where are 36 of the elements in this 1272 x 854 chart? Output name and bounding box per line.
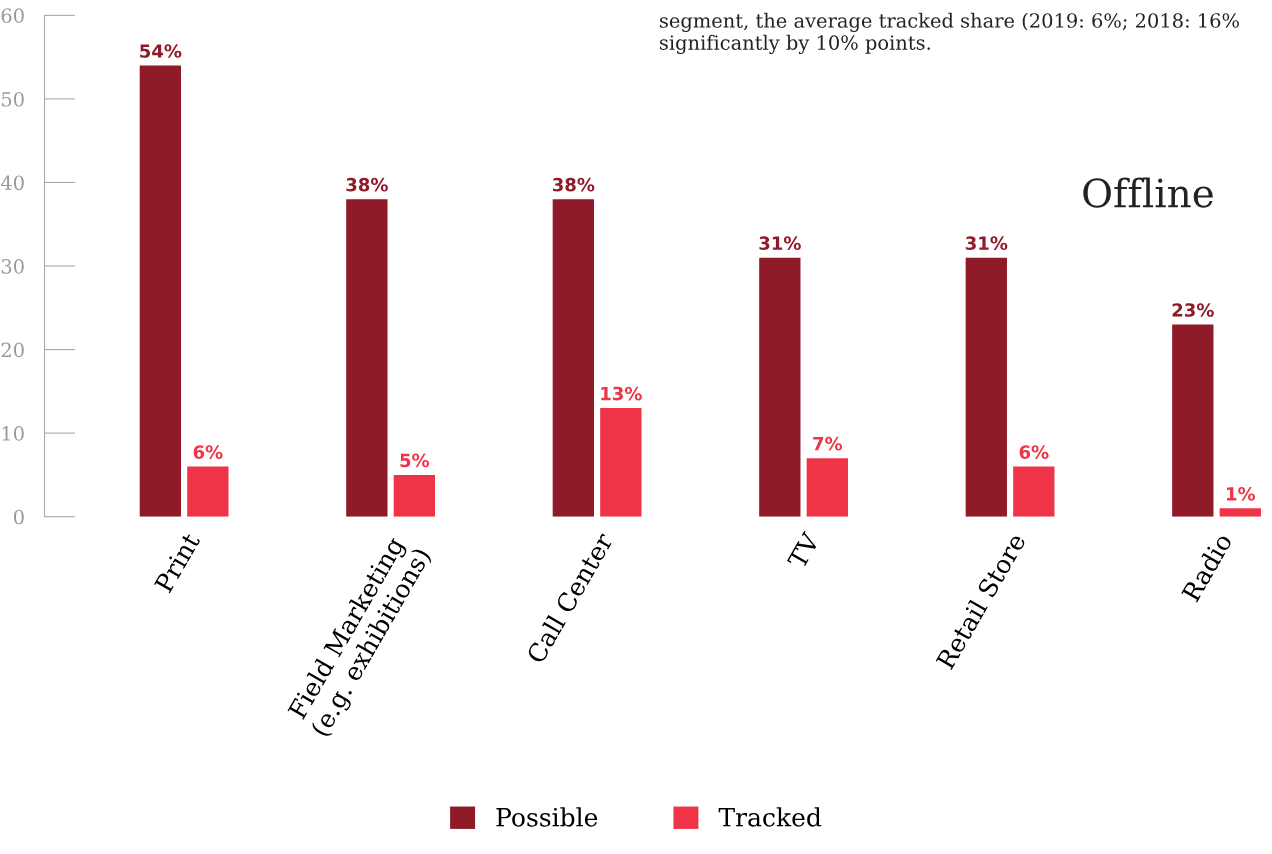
y-tick-label: 20 (1, 342, 24, 358)
data-label: 38% (552, 177, 595, 192)
bar (1219, 508, 1261, 517)
bar (346, 199, 388, 517)
bar (393, 474, 435, 517)
bar (759, 257, 801, 517)
annotation: segment, the average tracked share (2019: 6%; 2018: 16% significantly by 10% points. (659, 12, 1239, 54)
data-label: 38% (346, 177, 388, 192)
y-tick-label: 40 (0, 175, 24, 191)
y-tick-label: 10 (2, 426, 24, 441)
x-tick-label: TV (787, 530, 821, 570)
data-label: 1% (1227, 486, 1256, 501)
data-label: 54% (140, 44, 182, 58)
bar (1013, 466, 1055, 517)
bar (187, 466, 229, 517)
data-label: 5% (400, 453, 430, 468)
data-label: 13% (601, 386, 642, 401)
bar (965, 257, 1007, 517)
legend-label: Tracked (718, 807, 822, 827)
bar (552, 199, 594, 517)
y-tick-label: 60 (1, 8, 24, 24)
bar (139, 65, 182, 517)
data-label: 6% (1019, 445, 1049, 459)
data-label: 31% (965, 236, 1008, 250)
data-label: 31% (759, 236, 801, 250)
data-label: 23% (1172, 303, 1214, 317)
data-label: 7% (813, 436, 843, 451)
y-tick-label: 30 (1, 258, 24, 274)
annotation: Offline (1083, 177, 1213, 208)
data-label: 6% (193, 445, 223, 459)
bar (1172, 324, 1214, 517)
legend-label: Possible (496, 807, 598, 827)
bar (806, 458, 848, 517)
bar (600, 408, 642, 517)
y-tick-label: 50 (1, 91, 24, 107)
y-tick-label: 0 (13, 509, 24, 525)
